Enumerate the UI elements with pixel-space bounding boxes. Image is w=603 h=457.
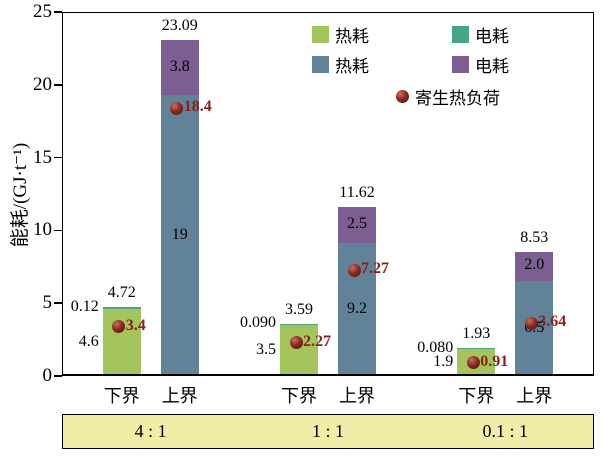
y-tick-label: 15: [33, 146, 52, 168]
segment-value-label: 19: [171, 225, 188, 243]
legend-item: 热耗: [312, 52, 369, 77]
segment-value-label: 0.090: [240, 314, 276, 332]
parasitic-dot-label: 7.27: [361, 260, 389, 278]
bar-segment-电耗-upper: [160, 39, 199, 96]
bar-segment-电耗-lower: [102, 307, 141, 309]
parasitic-dot: [466, 356, 480, 370]
parasitic-dot: [347, 263, 361, 277]
legend-swatch-icon: [452, 26, 469, 43]
bar-segment-电耗-lower: [457, 347, 496, 350]
x-axis-line: [62, 374, 594, 376]
y-tick-mark: [54, 375, 62, 377]
segment-value-label: 0.080: [417, 338, 454, 356]
y-tick-label: 20: [33, 73, 52, 95]
parasitic-dot-label: 18.4: [183, 98, 212, 116]
x-tick-label: 下界: [281, 386, 317, 406]
bar-segment-热耗-upper: [160, 95, 199, 376]
parasitic-dot-label: 0.91: [480, 352, 509, 370]
bar-segment-电耗-lower: [280, 323, 318, 325]
parasitic-dot: [112, 320, 126, 333]
category-band-label: 0.1 : 1: [482, 421, 529, 441]
legend-item: 寄生热负荷: [396, 84, 500, 109]
legend-label: 热耗: [335, 27, 369, 46]
y-tick-mark: [54, 11, 62, 13]
x-tick-label: 上界: [161, 386, 198, 406]
parasitic-dot-label: 3.64: [538, 313, 567, 330]
y-tick-label: 5: [42, 292, 53, 314]
segment-value-label: 3.8: [169, 57, 190, 75]
y-tick-mark: [54, 156, 62, 159]
parasitic-dot: [170, 101, 184, 115]
legend-item: 电耗: [452, 52, 509, 77]
parasitic-dot-label: 2.27: [303, 332, 331, 350]
y-tick-mark: [54, 84, 62, 86]
bar-total-label: 8.53: [520, 228, 549, 246]
x-tick-label: 上界: [516, 386, 553, 406]
legend-label: 电耗: [475, 57, 509, 76]
bar-segment-电耗-upper: [515, 251, 554, 281]
bar-segment-电耗-upper: [338, 206, 376, 244]
legend-item: 热耗: [312, 22, 369, 47]
legend-item: 电耗: [452, 22, 509, 47]
segment-value-label: 9.2: [347, 299, 367, 317]
parasitic-dot: [289, 336, 303, 350]
x-tick-label: 上界: [339, 386, 375, 406]
y-tick-mark: [54, 229, 62, 232]
segment-value-label: 1.9: [433, 352, 454, 370]
bar-total-label: 1.93: [462, 324, 491, 342]
legend-dot-icon: [396, 90, 409, 103]
segment-value-label: 2.5: [347, 215, 367, 232]
legend-swatch-icon: [312, 26, 329, 43]
y-axis-title: 能耗/(GJ·t⁻¹): [10, 142, 31, 248]
y-tick-label: 10: [33, 219, 52, 241]
x-tick-label: 下界: [458, 386, 495, 406]
bar-segment-热耗-lower: [280, 325, 318, 376]
y-tick-mark: [54, 302, 62, 304]
bar-total-label: 4.72: [107, 284, 136, 302]
legend-label: 电耗: [475, 27, 509, 46]
segment-value-label: 0.12: [70, 298, 99, 316]
segment-value-label: 4.6: [78, 332, 99, 350]
category-band-label: 4 : 1: [134, 421, 167, 441]
bar-total-label: 23.09: [161, 16, 198, 34]
parasitic-dot-label: 3.4: [125, 316, 146, 334]
y-tick-label: 0: [42, 365, 53, 386]
parasitic-dot: [524, 316, 538, 330]
segment-value-label: 2.0: [524, 256, 545, 274]
segment-value-label: 3.5: [256, 340, 276, 358]
legend-swatch-icon: [312, 56, 329, 73]
category-band-label: 1 : 1: [311, 421, 344, 441]
x-tick-label: 下界: [103, 386, 140, 406]
bar-total-label: 3.59: [285, 300, 313, 318]
legend-label: 寄生热负荷: [415, 89, 500, 108]
legend-label: 热耗: [335, 57, 369, 76]
bar-total-label: 11.62: [339, 183, 375, 201]
category-band: [62, 414, 594, 449]
y-tick-label: 25: [33, 1, 52, 22]
legend-swatch-icon: [452, 56, 469, 73]
